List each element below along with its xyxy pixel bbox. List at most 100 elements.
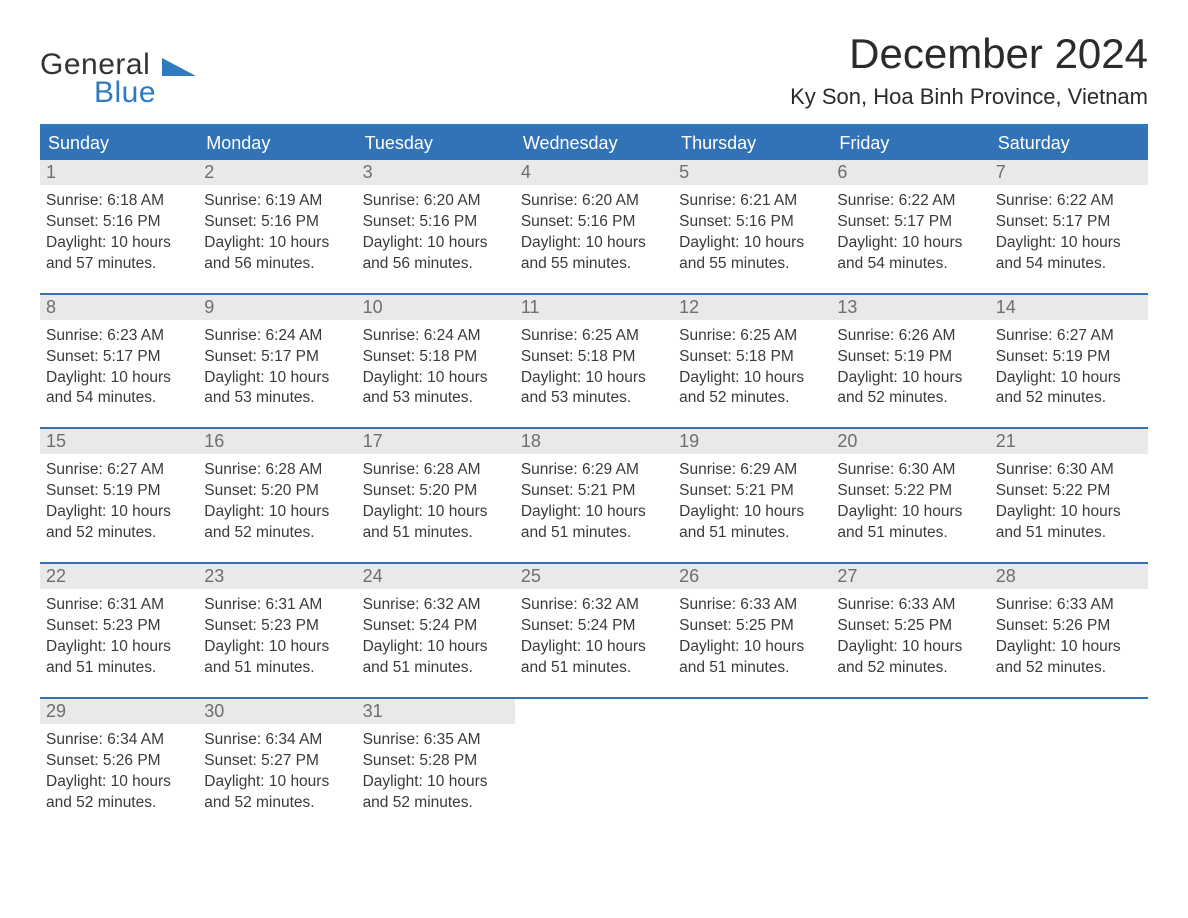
week-row: 1Sunrise: 6:18 AMSunset: 5:16 PMDaylight… [40,160,1148,275]
day-cell: 18Sunrise: 6:29 AMSunset: 5:21 PMDayligh… [515,429,673,544]
day-data: Sunrise: 6:19 AMSunset: 5:16 PMDaylight:… [198,185,356,275]
day-cell: 21Sunrise: 6:30 AMSunset: 5:22 PMDayligh… [990,429,1148,544]
day-number: 2 [198,160,356,185]
day-data: Sunrise: 6:20 AMSunset: 5:16 PMDaylight:… [357,185,515,275]
calendar: SundayMondayTuesdayWednesdayThursdayFrid… [40,124,1148,813]
day-cell: 26Sunrise: 6:33 AMSunset: 5:25 PMDayligh… [673,564,831,679]
day-cell: 2Sunrise: 6:19 AMSunset: 5:16 PMDaylight… [198,160,356,275]
day-number: 28 [990,564,1148,589]
logo: General Blue [40,30,196,110]
day-number: 5 [673,160,831,185]
dow-saturday: Saturday [990,127,1148,160]
dow-tuesday: Tuesday [357,127,515,160]
day-data: Sunrise: 6:26 AMSunset: 5:19 PMDaylight:… [831,320,989,410]
day-cell: 5Sunrise: 6:21 AMSunset: 5:16 PMDaylight… [673,160,831,275]
day-data: Sunrise: 6:33 AMSunset: 5:26 PMDaylight:… [990,589,1148,679]
day-cell: 23Sunrise: 6:31 AMSunset: 5:23 PMDayligh… [198,564,356,679]
day-cell: . [831,699,989,814]
day-cell: 1Sunrise: 6:18 AMSunset: 5:16 PMDaylight… [40,160,198,275]
day-data: Sunrise: 6:35 AMSunset: 5:28 PMDaylight:… [357,724,515,814]
day-data: Sunrise: 6:27 AMSunset: 5:19 PMDaylight:… [40,454,198,544]
day-data: Sunrise: 6:32 AMSunset: 5:24 PMDaylight:… [357,589,515,679]
day-cell: 19Sunrise: 6:29 AMSunset: 5:21 PMDayligh… [673,429,831,544]
day-data: Sunrise: 6:29 AMSunset: 5:21 PMDaylight:… [515,454,673,544]
header: General Blue December 2024 Ky Son, Hoa B… [40,30,1148,120]
day-number: 10 [357,295,515,320]
day-data: Sunrise: 6:22 AMSunset: 5:17 PMDaylight:… [831,185,989,275]
day-data: Sunrise: 6:30 AMSunset: 5:22 PMDaylight:… [990,454,1148,544]
day-data: Sunrise: 6:33 AMSunset: 5:25 PMDaylight:… [831,589,989,679]
day-data: Sunrise: 6:31 AMSunset: 5:23 PMDaylight:… [40,589,198,679]
day-cell: 7Sunrise: 6:22 AMSunset: 5:17 PMDaylight… [990,160,1148,275]
dow-row: SundayMondayTuesdayWednesdayThursdayFrid… [40,127,1148,160]
day-data: Sunrise: 6:28 AMSunset: 5:20 PMDaylight:… [357,454,515,544]
day-cell: 30Sunrise: 6:34 AMSunset: 5:27 PMDayligh… [198,699,356,814]
week-row: 8Sunrise: 6:23 AMSunset: 5:17 PMDaylight… [40,293,1148,410]
location: Ky Son, Hoa Binh Province, Vietnam [790,84,1148,110]
day-number: 17 [357,429,515,454]
day-number: 29 [40,699,198,724]
title-block: December 2024 Ky Son, Hoa Binh Province,… [790,30,1148,120]
day-data: Sunrise: 6:31 AMSunset: 5:23 PMDaylight:… [198,589,356,679]
flag-icon [162,58,196,76]
day-data: Sunrise: 6:21 AMSunset: 5:16 PMDaylight:… [673,185,831,275]
day-cell: 24Sunrise: 6:32 AMSunset: 5:24 PMDayligh… [357,564,515,679]
day-cell: 11Sunrise: 6:25 AMSunset: 5:18 PMDayligh… [515,295,673,410]
month-title: December 2024 [790,30,1148,78]
day-number: 13 [831,295,989,320]
week-row: 29Sunrise: 6:34 AMSunset: 5:26 PMDayligh… [40,697,1148,814]
day-data: Sunrise: 6:23 AMSunset: 5:17 PMDaylight:… [40,320,198,410]
day-number: 22 [40,564,198,589]
day-data: Sunrise: 6:32 AMSunset: 5:24 PMDaylight:… [515,589,673,679]
day-number: 3 [357,160,515,185]
day-cell: 29Sunrise: 6:34 AMSunset: 5:26 PMDayligh… [40,699,198,814]
day-number: 30 [198,699,356,724]
logo-bottom: Blue [94,76,156,110]
day-cell: 6Sunrise: 6:22 AMSunset: 5:17 PMDaylight… [831,160,989,275]
day-data: Sunrise: 6:29 AMSunset: 5:21 PMDaylight:… [673,454,831,544]
day-number: 1 [40,160,198,185]
day-number: 24 [357,564,515,589]
day-number: 25 [515,564,673,589]
day-number: 8 [40,295,198,320]
day-cell: 22Sunrise: 6:31 AMSunset: 5:23 PMDayligh… [40,564,198,679]
day-cell: 4Sunrise: 6:20 AMSunset: 5:16 PMDaylight… [515,160,673,275]
day-data: Sunrise: 6:33 AMSunset: 5:25 PMDaylight:… [673,589,831,679]
day-cell: 10Sunrise: 6:24 AMSunset: 5:18 PMDayligh… [357,295,515,410]
day-cell: 28Sunrise: 6:33 AMSunset: 5:26 PMDayligh… [990,564,1148,679]
day-number: 20 [831,429,989,454]
day-cell: 15Sunrise: 6:27 AMSunset: 5:19 PMDayligh… [40,429,198,544]
dow-monday: Monday [198,127,356,160]
dow-sunday: Sunday [40,127,198,160]
day-number: 15 [40,429,198,454]
day-number: 11 [515,295,673,320]
day-number: 14 [990,295,1148,320]
day-number: 9 [198,295,356,320]
day-cell: 3Sunrise: 6:20 AMSunset: 5:16 PMDaylight… [357,160,515,275]
day-cell: 20Sunrise: 6:30 AMSunset: 5:22 PMDayligh… [831,429,989,544]
day-cell: . [990,699,1148,814]
day-data: Sunrise: 6:34 AMSunset: 5:26 PMDaylight:… [40,724,198,814]
day-number: 27 [831,564,989,589]
weeks-container: 1Sunrise: 6:18 AMSunset: 5:16 PMDaylight… [40,160,1148,813]
dow-thursday: Thursday [673,127,831,160]
day-cell: 17Sunrise: 6:28 AMSunset: 5:20 PMDayligh… [357,429,515,544]
day-data: Sunrise: 6:22 AMSunset: 5:17 PMDaylight:… [990,185,1148,275]
day-cell: 25Sunrise: 6:32 AMSunset: 5:24 PMDayligh… [515,564,673,679]
day-number: 21 [990,429,1148,454]
day-data: Sunrise: 6:30 AMSunset: 5:22 PMDaylight:… [831,454,989,544]
day-data: Sunrise: 6:28 AMSunset: 5:20 PMDaylight:… [198,454,356,544]
day-data: Sunrise: 6:34 AMSunset: 5:27 PMDaylight:… [198,724,356,814]
day-data: Sunrise: 6:25 AMSunset: 5:18 PMDaylight:… [515,320,673,410]
day-cell: 9Sunrise: 6:24 AMSunset: 5:17 PMDaylight… [198,295,356,410]
day-cell: 8Sunrise: 6:23 AMSunset: 5:17 PMDaylight… [40,295,198,410]
dow-wednesday: Wednesday [515,127,673,160]
day-data: Sunrise: 6:20 AMSunset: 5:16 PMDaylight:… [515,185,673,275]
day-data: Sunrise: 6:27 AMSunset: 5:19 PMDaylight:… [990,320,1148,410]
day-number: 16 [198,429,356,454]
day-number: 23 [198,564,356,589]
day-cell: . [673,699,831,814]
day-number: 6 [831,160,989,185]
day-data: Sunrise: 6:24 AMSunset: 5:18 PMDaylight:… [357,320,515,410]
logo-text: General Blue [40,48,156,110]
